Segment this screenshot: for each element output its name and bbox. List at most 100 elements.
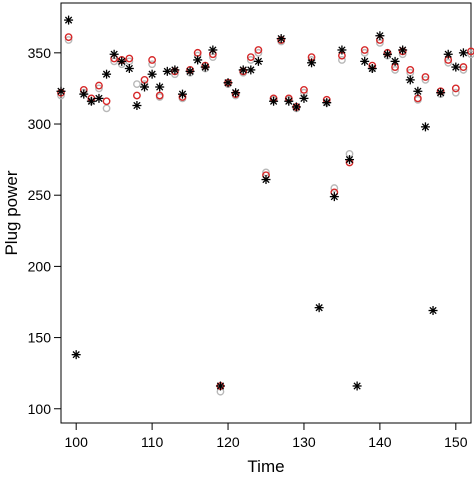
data-point-asterisk bbox=[314, 303, 324, 313]
data-point-asterisk bbox=[193, 55, 203, 65]
data-point-circle bbox=[95, 84, 103, 93]
y-axis-title: Plug power bbox=[2, 170, 21, 255]
data-point-asterisk bbox=[132, 101, 142, 111]
data-point-circle bbox=[421, 75, 430, 84]
data-point-asterisk bbox=[223, 78, 233, 88]
data-point-circle bbox=[125, 54, 134, 63]
data-point-circle bbox=[95, 81, 103, 90]
data-point-circle bbox=[246, 53, 255, 62]
data-points bbox=[56, 15, 474, 396]
data-point-asterisk bbox=[94, 93, 104, 103]
data-point-asterisk bbox=[291, 102, 301, 112]
data-point-asterisk bbox=[329, 192, 339, 202]
data-point-circle bbox=[148, 56, 157, 64]
data-point-circle bbox=[254, 48, 263, 57]
data-point-asterisk bbox=[147, 69, 157, 79]
y-tick-label: 200 bbox=[28, 258, 52, 274]
data-point-asterisk bbox=[215, 381, 225, 391]
data-point-asterisk bbox=[420, 122, 430, 132]
data-point-asterisk bbox=[79, 89, 89, 99]
data-point-asterisk bbox=[428, 306, 438, 316]
data-point-asterisk bbox=[269, 96, 279, 106]
y-tick-label: 250 bbox=[28, 187, 52, 203]
plot-frame bbox=[60, 2, 472, 424]
data-point-asterisk bbox=[458, 48, 468, 58]
data-point-asterisk bbox=[102, 69, 112, 79]
data-point-asterisk bbox=[284, 96, 294, 106]
x-tick-label: 150 bbox=[444, 434, 468, 450]
data-point-circle bbox=[451, 84, 460, 93]
data-point-circle bbox=[64, 33, 73, 42]
data-point-asterisk bbox=[367, 63, 377, 73]
data-point-asterisk bbox=[307, 58, 317, 68]
data-point-asterisk bbox=[360, 56, 370, 66]
data-point-asterisk bbox=[140, 82, 150, 92]
x-axis: 100 110 120 130 140 150 bbox=[65, 423, 468, 450]
data-point-asterisk bbox=[382, 49, 392, 59]
data-point-circle bbox=[102, 104, 111, 113]
x-tick-label: 130 bbox=[292, 434, 316, 450]
data-point-circle bbox=[133, 91, 141, 100]
data-point-asterisk bbox=[322, 98, 332, 108]
data-point-asterisk bbox=[124, 63, 134, 73]
data-point-asterisk bbox=[64, 15, 74, 25]
data-point-asterisk bbox=[238, 65, 248, 75]
data-point-asterisk bbox=[56, 86, 66, 96]
data-point-circle bbox=[459, 66, 468, 74]
x-tick-label: 140 bbox=[368, 434, 392, 450]
data-point-asterisk bbox=[117, 56, 127, 66]
data-point-asterisk bbox=[405, 75, 415, 85]
x-axis-title: Time bbox=[247, 457, 284, 476]
data-point-asterisk bbox=[162, 66, 172, 76]
data-point-circle bbox=[330, 184, 339, 192]
data-point-circle bbox=[421, 73, 430, 81]
data-point-asterisk bbox=[398, 45, 408, 55]
y-tick-label: 100 bbox=[28, 401, 52, 417]
y-tick-label: 300 bbox=[28, 116, 52, 132]
y-tick-label: 150 bbox=[28, 330, 52, 346]
data-point-asterisk bbox=[375, 31, 385, 41]
data-point-asterisk bbox=[443, 49, 453, 59]
data-point-asterisk bbox=[155, 82, 165, 92]
data-point-asterisk bbox=[345, 155, 355, 165]
data-point-asterisk bbox=[413, 86, 423, 96]
data-point-asterisk bbox=[276, 34, 286, 44]
data-point-circle bbox=[246, 56, 255, 64]
data-point-circle bbox=[338, 56, 346, 64]
data-point-circle bbox=[254, 46, 263, 54]
x-tick-label: 120 bbox=[216, 434, 240, 450]
data-point-circle bbox=[467, 47, 474, 56]
data-point-circle bbox=[133, 80, 141, 89]
data-point-asterisk bbox=[390, 56, 400, 66]
data-point-asterisk bbox=[109, 49, 119, 59]
data-point-asterisk bbox=[86, 96, 96, 106]
data-point-circle bbox=[148, 60, 157, 69]
data-point-asterisk bbox=[253, 56, 263, 66]
y-tick-label: 350 bbox=[28, 45, 52, 61]
data-point-asterisk bbox=[208, 45, 218, 55]
data-point-circle bbox=[155, 91, 164, 100]
y-axis: 100 150 200 250 300 350 bbox=[28, 45, 61, 417]
data-point-circle bbox=[102, 97, 111, 106]
x-tick-label: 100 bbox=[65, 434, 89, 450]
data-point-asterisk bbox=[231, 88, 241, 98]
data-point-asterisk bbox=[246, 65, 256, 75]
data-point-circle bbox=[451, 88, 460, 97]
data-point-circle bbox=[300, 85, 308, 94]
data-point-asterisk bbox=[299, 93, 309, 103]
data-point-asterisk bbox=[436, 88, 446, 98]
data-point-asterisk bbox=[71, 350, 81, 360]
data-point-asterisk bbox=[337, 45, 347, 55]
data-point-circle bbox=[467, 50, 474, 59]
data-point-asterisk bbox=[352, 381, 362, 391]
data-point-asterisk bbox=[177, 89, 187, 99]
x-tick-label: 110 bbox=[141, 434, 164, 450]
data-point-circle bbox=[360, 48, 369, 57]
data-point-circle bbox=[360, 46, 369, 54]
data-point-asterisk bbox=[185, 66, 195, 76]
data-point-asterisk bbox=[451, 62, 461, 72]
data-point-circle bbox=[140, 75, 149, 84]
data-point-circle bbox=[444, 58, 453, 67]
data-point-asterisk bbox=[200, 62, 210, 72]
